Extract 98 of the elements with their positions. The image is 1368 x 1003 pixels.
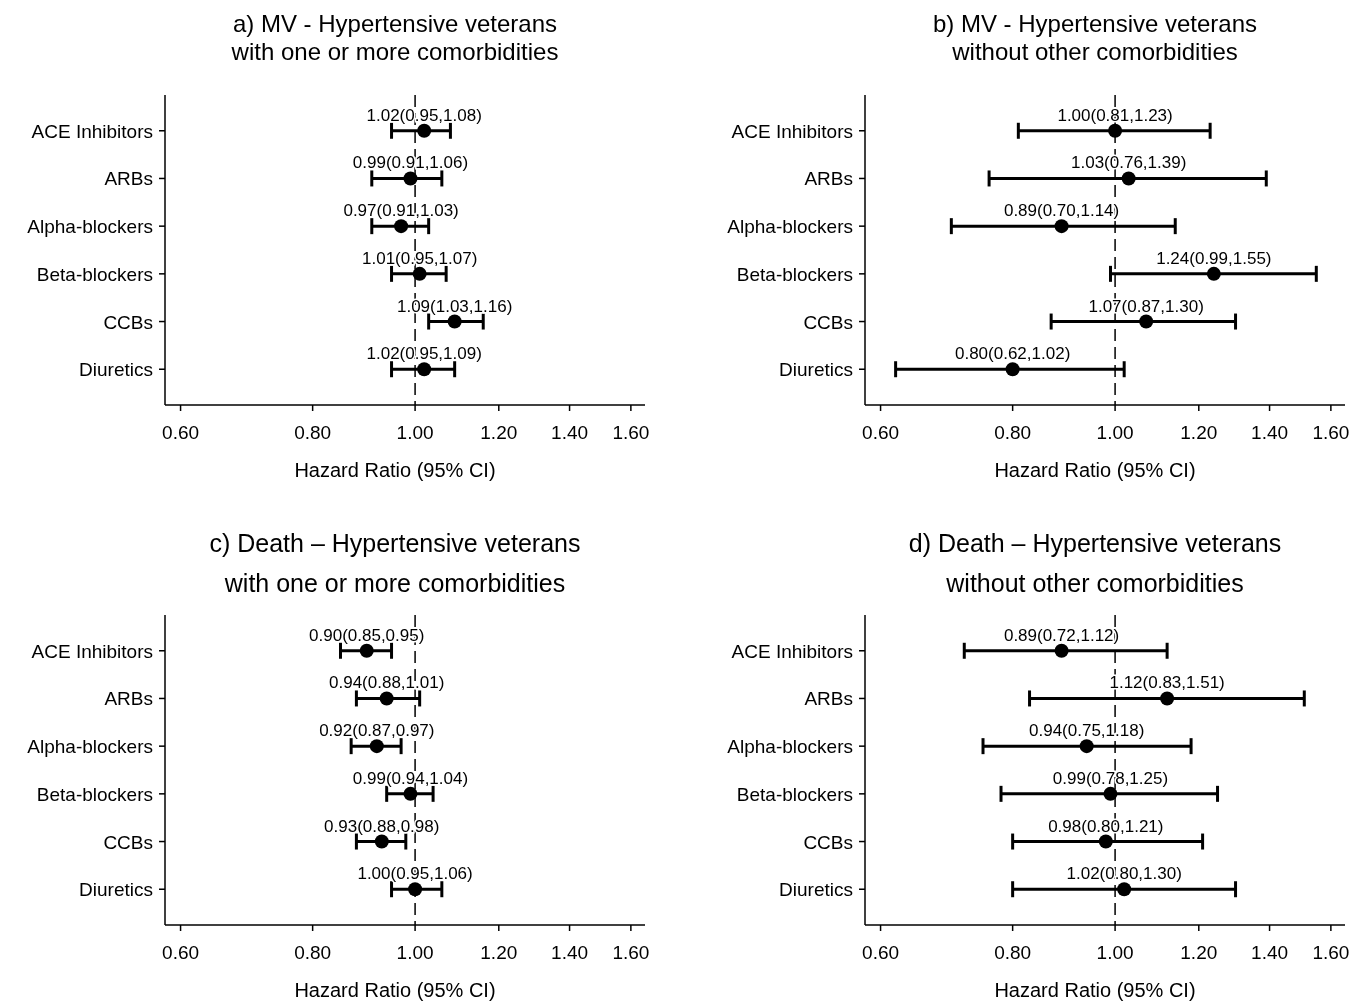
x-tick-label: 1.40 (1251, 942, 1289, 963)
point (417, 362, 432, 377)
y-tick-label: Diuretics (779, 879, 853, 901)
x-tick-label: 0.80 (294, 942, 332, 963)
point (408, 882, 423, 897)
x-tick-label: 0.80 (994, 422, 1032, 443)
x-tick-label: 1.00 (396, 422, 434, 443)
point (394, 219, 409, 234)
x-tick-label: 1.60 (612, 422, 650, 443)
x-tick-label: 1.20 (480, 422, 518, 443)
point (1079, 739, 1094, 754)
x-tick-label: 1.40 (1251, 422, 1289, 443)
y-tick-label: CCBs (103, 831, 153, 853)
y-tick-label: ARBs (804, 688, 853, 710)
data-label: 0.98(0.80,1.21) (1048, 816, 1164, 836)
data-label: 1.09(1.03,1.16) (397, 296, 513, 316)
data-label: 1.12(0.83,1.51) (1109, 673, 1225, 693)
y-tick-label: Beta-blockers (736, 263, 853, 285)
x-tick-label: 1.60 (1312, 942, 1350, 963)
point (447, 314, 462, 329)
chart-title: c) Death – Hypertensive veterans with one or more comorbidities (209, 529, 581, 597)
data-label: 0.94(0.88,1.01) (329, 673, 445, 693)
y-tick-label: CCBs (803, 311, 853, 333)
x-axis-title: Hazard Ratio (95% CI) (994, 979, 1196, 1001)
x-axis-title: Hazard Ratio (95% CI) (994, 459, 1196, 481)
data-label: 1.24(0.99,1.55) (1156, 248, 1272, 268)
x-axis-title: Hazard Ratio (95% CI) (294, 979, 496, 1001)
point (1054, 219, 1069, 234)
y-tick-label: Beta-blockers (36, 783, 153, 805)
point (1117, 882, 1132, 897)
point (374, 834, 389, 849)
point (1103, 786, 1118, 801)
chart-title: b) MV - Hypertensive veterans without other comorbidities (932, 10, 1258, 65)
y-tick-label: CCBs (803, 831, 853, 853)
point (379, 691, 394, 706)
data-label: 0.89(0.72,1.12) (1003, 625, 1120, 645)
data-label: 0.94(0.75,1.18) (1029, 721, 1145, 741)
x-tick-label: 1.40 (551, 422, 589, 443)
data-label: 0.99(0.91,1.06) (352, 153, 469, 173)
point (403, 786, 418, 801)
y-tick-label: Alpha-blockers (27, 216, 153, 238)
x-tick-label: 1.60 (1312, 422, 1350, 443)
y-tick-label: Alpha-blockers (727, 216, 853, 238)
chart-title: a) MV - Hypertensive veterans with one or more comorbidities (230, 10, 559, 65)
data-label: 0.99(0.94,1.04) (352, 768, 469, 788)
x-tick-label: 0.80 (294, 422, 332, 443)
y-tick-label: Diuretics (79, 879, 153, 901)
data-label: 1.02(0.95,1.08) (366, 105, 482, 125)
x-tick-label: 1.60 (612, 942, 650, 963)
y-tick-label: ACE Inhibitors (731, 640, 853, 662)
point (1121, 171, 1136, 186)
x-tick-label: 0.60 (162, 942, 200, 963)
data-label: 0.89(0.70,1.14) (1003, 201, 1120, 221)
y-tick-label: ACE Inhibitors (731, 120, 853, 142)
x-tick-label: 1.40 (551, 942, 589, 963)
data-label: 1.03(0.76,1.39) (1071, 153, 1187, 173)
point (1098, 834, 1113, 849)
y-tick-label: Beta-blockers (36, 263, 153, 285)
data-label: 0.80(0.62,1.02) (954, 344, 1071, 364)
data-label: 1.07(0.87,1.30) (1088, 296, 1204, 316)
data-label: 1.00(0.81,1.23) (1057, 105, 1173, 125)
point (403, 171, 418, 186)
x-tick-label: 0.60 (862, 942, 900, 963)
point (417, 123, 432, 138)
y-tick-label: Diuretics (79, 359, 153, 381)
point (1139, 314, 1154, 329)
y-tick-label: ARBs (104, 168, 153, 190)
data-label: 0.99(0.78,1.25) (1052, 768, 1169, 788)
data-label: 0.97(0.91,1.03) (343, 201, 459, 221)
data-label: 0.92(0.87,0.97) (319, 721, 435, 741)
y-tick-label: Beta-blockers (736, 783, 853, 805)
y-tick-label: ACE Inhibitors (31, 640, 153, 662)
x-tick-label: 1.20 (480, 942, 518, 963)
x-axis-title: Hazard Ratio (95% CI) (294, 459, 496, 481)
point (412, 266, 427, 281)
y-tick-label: Alpha-blockers (727, 736, 853, 758)
y-tick-label: Diuretics (779, 359, 853, 381)
x-tick-label: 0.60 (162, 422, 200, 443)
x-tick-label: 0.60 (862, 422, 900, 443)
point (1108, 123, 1123, 138)
y-tick-label: ACE Inhibitors (31, 120, 153, 142)
x-tick-label: 1.00 (396, 942, 434, 963)
point (1054, 643, 1069, 658)
data-label: 0.90(0.85,0.95) (309, 625, 425, 645)
x-tick-label: 1.00 (1096, 422, 1134, 443)
y-tick-label: ARBs (104, 688, 153, 710)
point (359, 643, 374, 658)
x-tick-label: 1.20 (1180, 942, 1218, 963)
x-tick-label: 1.20 (1180, 422, 1218, 443)
x-tick-label: 0.80 (994, 942, 1032, 963)
chart-title: d) Death – Hypertensive veterans without other comorbidities (908, 529, 1282, 597)
data-label: 0.93(0.88,0.98) (324, 816, 440, 836)
y-tick-label: CCBs (103, 311, 153, 333)
y-tick-label: Alpha-blockers (27, 736, 153, 758)
data-label: 1.01(0.95,1.07) (362, 248, 478, 268)
point (369, 739, 384, 754)
x-tick-label: 1.00 (1096, 942, 1134, 963)
y-tick-label: ARBs (804, 168, 853, 190)
